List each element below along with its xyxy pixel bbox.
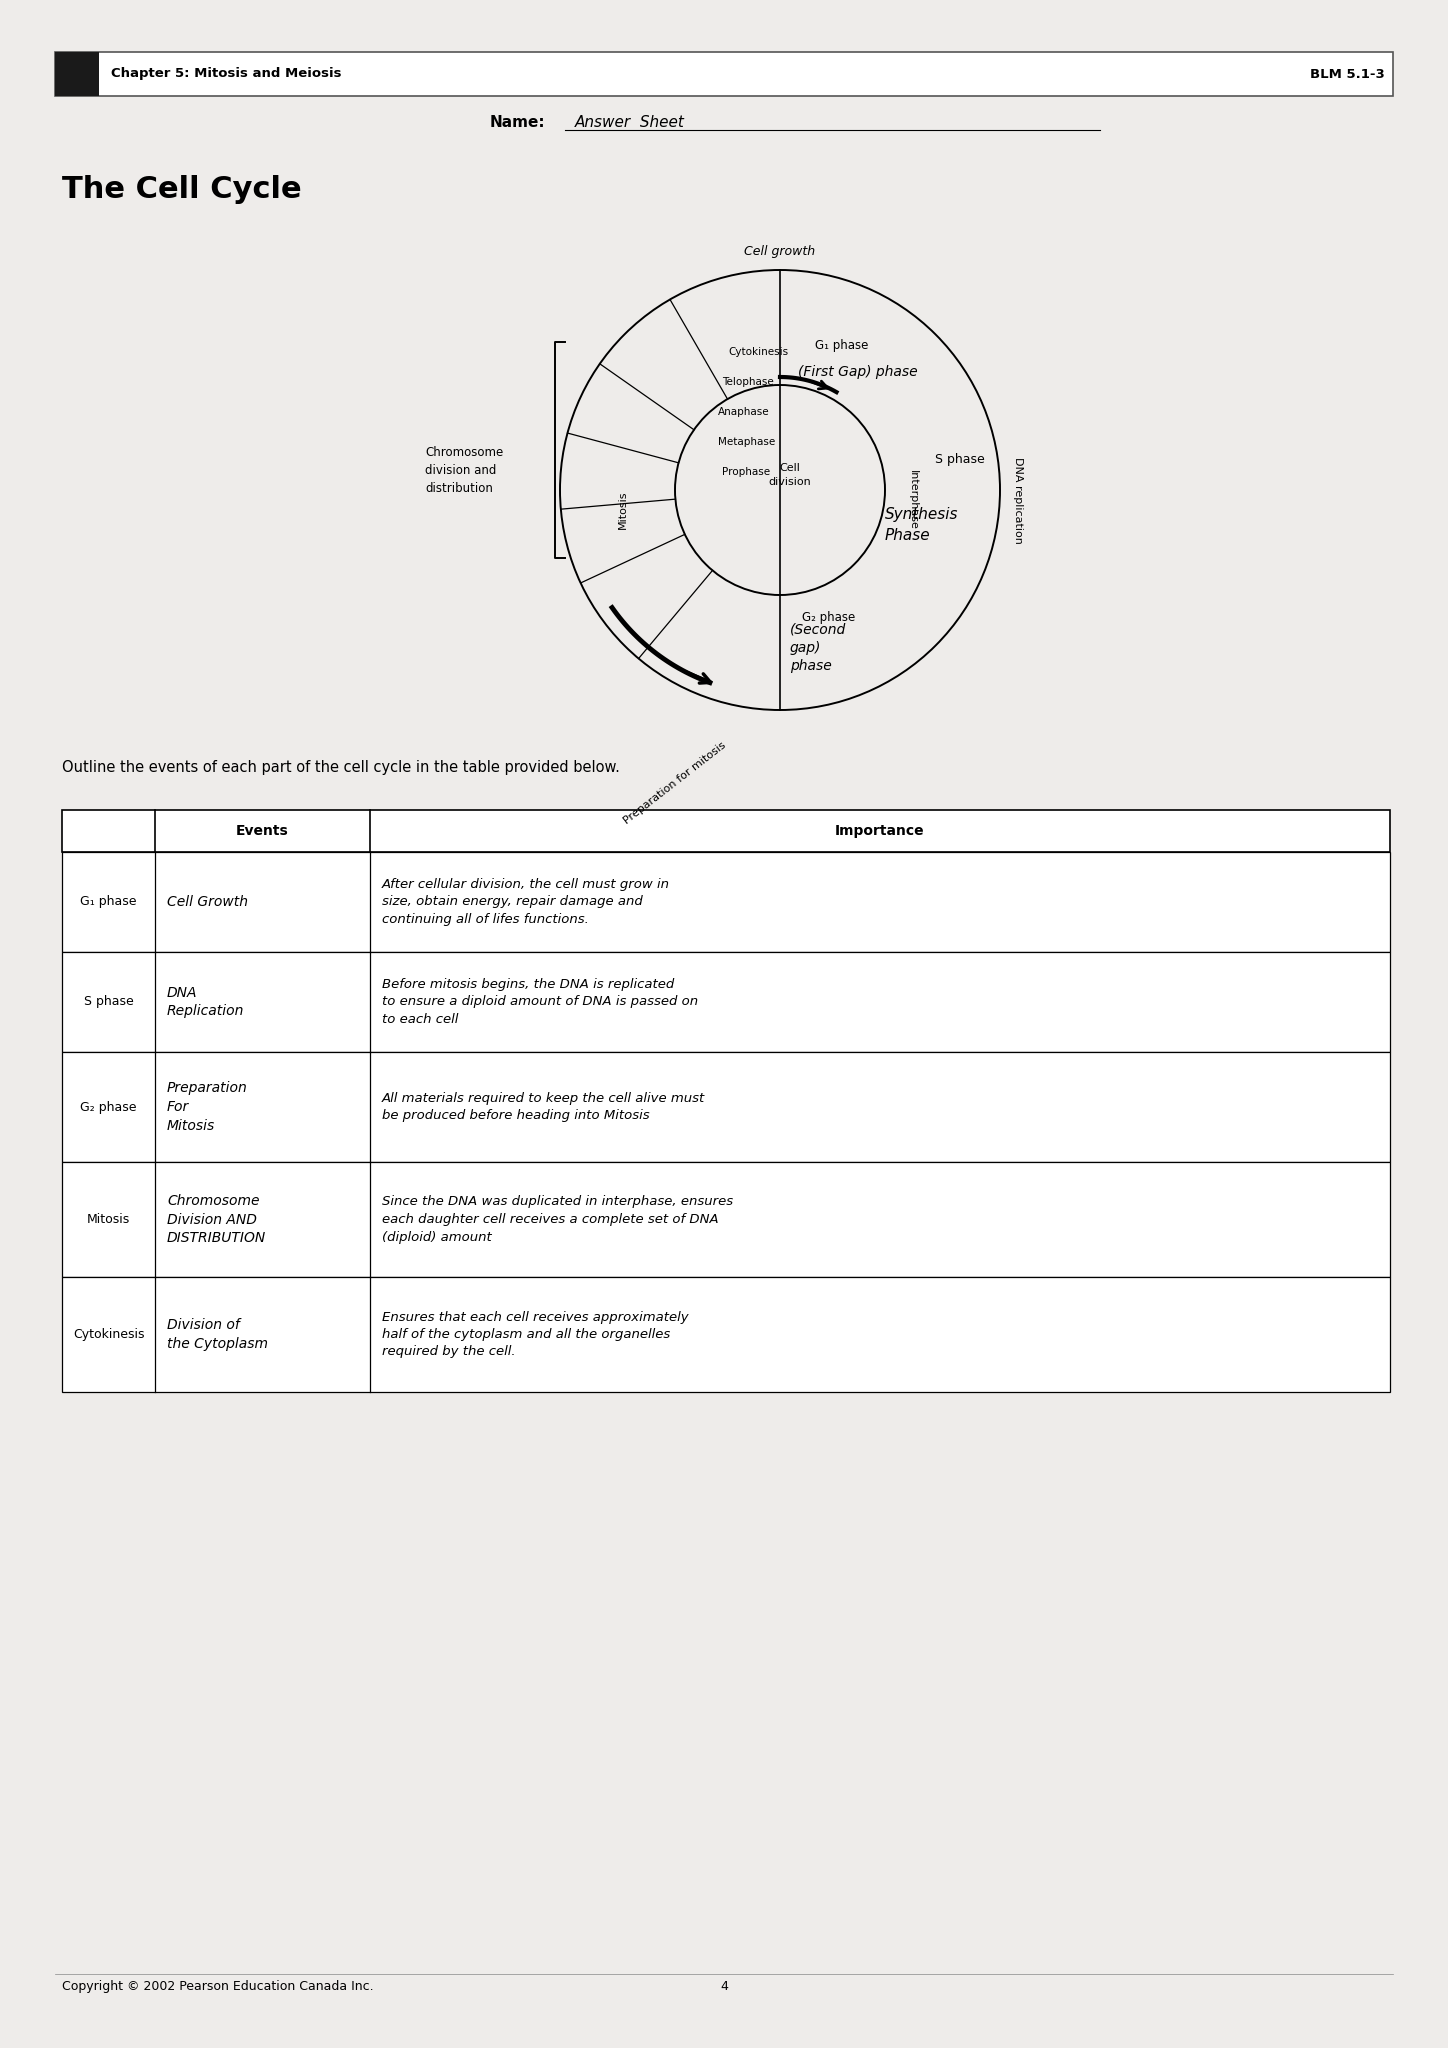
Text: Cytokinesis: Cytokinesis bbox=[728, 346, 788, 356]
Text: DNA
Replication: DNA Replication bbox=[167, 985, 245, 1018]
Text: division: division bbox=[769, 477, 811, 487]
Text: Prophase: Prophase bbox=[723, 467, 770, 477]
Text: After cellular division, the cell must grow in
size, obtain energy, repair damag: After cellular division, the cell must g… bbox=[382, 879, 670, 926]
Text: G₂ phase: G₂ phase bbox=[802, 612, 856, 625]
Text: S phase: S phase bbox=[84, 995, 133, 1008]
Text: Mitosis: Mitosis bbox=[87, 1212, 130, 1227]
Text: Ensures that each cell receives approximately
half of the cytoplasm and all the : Ensures that each cell receives approxim… bbox=[382, 1311, 689, 1358]
Text: Copyright © 2002 Pearson Education Canada Inc.: Copyright © 2002 Pearson Education Canad… bbox=[62, 1980, 374, 1993]
Text: All materials required to keep the cell alive must
be produced before heading in: All materials required to keep the cell … bbox=[382, 1092, 705, 1122]
Text: Name:: Name: bbox=[489, 115, 546, 129]
Text: Division of
the Cytoplasm: Division of the Cytoplasm bbox=[167, 1319, 268, 1352]
Text: Telophase: Telophase bbox=[723, 377, 773, 387]
Text: Answer  Sheet: Answer Sheet bbox=[575, 115, 685, 129]
Text: G₁ phase: G₁ phase bbox=[80, 895, 136, 909]
Text: 4: 4 bbox=[720, 1980, 728, 1993]
Text: (First Gap) phase: (First Gap) phase bbox=[798, 365, 918, 379]
Text: Preparation
For
Mitosis: Preparation For Mitosis bbox=[167, 1081, 248, 1133]
Bar bbox=[62, 1161, 1390, 1278]
Text: G₂ phase: G₂ phase bbox=[80, 1100, 136, 1114]
Text: Cell growth: Cell growth bbox=[744, 246, 815, 258]
Text: Cell: Cell bbox=[779, 463, 801, 473]
Bar bbox=[62, 952, 1390, 1053]
Text: Events: Events bbox=[236, 823, 288, 838]
Text: Importance: Importance bbox=[835, 823, 925, 838]
Text: Outline the events of each part of the cell cycle in the table provided below.: Outline the events of each part of the c… bbox=[62, 760, 620, 774]
Text: Cell Growth: Cell Growth bbox=[167, 895, 248, 909]
Text: (Second
gap)
phase: (Second gap) phase bbox=[791, 623, 846, 674]
Text: DNA replication: DNA replication bbox=[1014, 457, 1022, 543]
Text: Chromosome
division and
distribution: Chromosome division and distribution bbox=[426, 446, 504, 494]
Text: G₁ phase: G₁ phase bbox=[815, 338, 869, 352]
Text: The Cell Cycle: The Cell Cycle bbox=[62, 174, 301, 205]
Text: Mitosis: Mitosis bbox=[618, 492, 628, 528]
Bar bbox=[62, 1278, 1390, 1393]
Bar bbox=[62, 811, 1390, 852]
Text: Before mitosis begins, the DNA is replicated
to ensure a diploid amount of DNA i: Before mitosis begins, the DNA is replic… bbox=[382, 979, 698, 1026]
Text: Interphase: Interphase bbox=[908, 471, 918, 530]
Text: Since the DNA was duplicated in interphase, ensures
each daughter cell receives : Since the DNA was duplicated in interpha… bbox=[382, 1196, 733, 1243]
Text: Preparation for mitosis: Preparation for mitosis bbox=[623, 739, 728, 825]
Text: Chapter 5: Mitosis and Meiosis: Chapter 5: Mitosis and Meiosis bbox=[111, 68, 342, 80]
Text: Synthesis
Phase: Synthesis Phase bbox=[885, 508, 959, 543]
Bar bbox=[55, 51, 1393, 96]
Text: Cytokinesis: Cytokinesis bbox=[72, 1327, 145, 1341]
Text: Anaphase: Anaphase bbox=[718, 408, 770, 418]
Bar bbox=[62, 852, 1390, 952]
Bar bbox=[62, 1053, 1390, 1161]
Text: BLM 5.1-3: BLM 5.1-3 bbox=[1310, 68, 1384, 80]
Text: Metaphase: Metaphase bbox=[718, 436, 775, 446]
Text: Chromosome
Division AND
DISTRIBUTION: Chromosome Division AND DISTRIBUTION bbox=[167, 1194, 266, 1245]
Text: S phase: S phase bbox=[935, 453, 985, 467]
Bar bbox=[55, 51, 98, 96]
